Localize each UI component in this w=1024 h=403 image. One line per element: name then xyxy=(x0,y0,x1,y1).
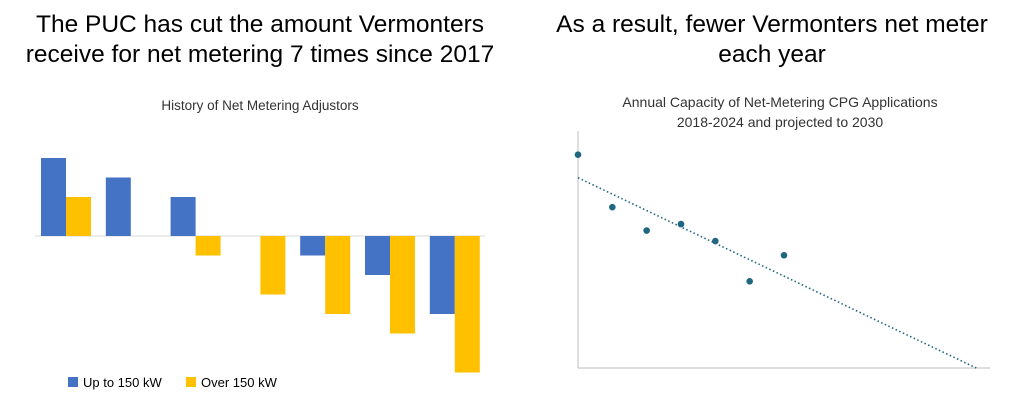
bar-up-to-150-kw-2017-18 xyxy=(41,158,66,236)
bar-over-150-kw-2017-18 xyxy=(66,197,91,236)
bar-up-to-150-kw-2021-22 xyxy=(300,236,326,256)
scatter-chart-title-line-2: 2018-2024 and projected to 2030 xyxy=(677,114,883,130)
scatter-trendline xyxy=(577,177,977,369)
legend-label-up-to-150: Up to 150 kW xyxy=(83,375,162,390)
scatter-point-2020 xyxy=(643,227,650,234)
right-headline-line-2: each year xyxy=(718,41,826,68)
legend-label-over-150: Over 150 kW xyxy=(201,375,278,390)
bar-up-to-150-kw-2024-26 xyxy=(429,236,455,314)
scatter-point-2024 xyxy=(780,251,788,259)
bar-over-150-kw-2021-22 xyxy=(325,236,351,314)
scatter-point-2021 xyxy=(677,220,685,228)
bar-up-to-150-kw-2018-19 xyxy=(105,177,131,236)
bar-up-to-150-kw-2019-2021 xyxy=(170,197,196,236)
bar-over-150-kw-2021 xyxy=(260,236,286,295)
scatter-chart-title-line-1: Annual Capacity of Net-Metering CPG Appl… xyxy=(622,94,937,110)
right-headline-line-1: As a result, fewer Vermonters net meter xyxy=(556,11,988,38)
scatter-chart-plot xyxy=(574,131,990,369)
left-headline: The PUC has cut the amount Vermonters re… xyxy=(0,10,520,70)
scatter-point-2022 xyxy=(712,237,719,245)
legend-swatch-over-150 xyxy=(186,377,196,387)
bar-over-150-kw-2019-2021 xyxy=(195,236,221,256)
scatter-point-2023 xyxy=(746,278,753,285)
bar-chart-plot xyxy=(35,158,485,373)
right-headline: As a result, fewer Vermonters net meter … xyxy=(520,10,1024,70)
bar-chart-legend: Up to 150 kW Over 150 kW xyxy=(68,375,278,390)
net-metering-adjustor-bar-chart: History of Net Metering Adjustors Up to … xyxy=(35,98,485,390)
left-headline-line-2: receive for net metering 7 times since 2… xyxy=(25,41,495,68)
scatter-point-2018 xyxy=(574,151,582,158)
bar-up-to-150-kw-2022-24 xyxy=(365,236,390,275)
bar-over-150-kw-2024-26 xyxy=(454,236,480,373)
bar-chart-title: History of Net Metering Adjustors xyxy=(161,98,359,113)
scatter-point-2019 xyxy=(609,203,616,211)
legend-swatch-up-to-150 xyxy=(68,377,78,387)
bar-over-150-kw-2022-24 xyxy=(390,236,415,334)
left-headline-line-1: The PUC has cut the amount Vermonters xyxy=(35,11,485,38)
